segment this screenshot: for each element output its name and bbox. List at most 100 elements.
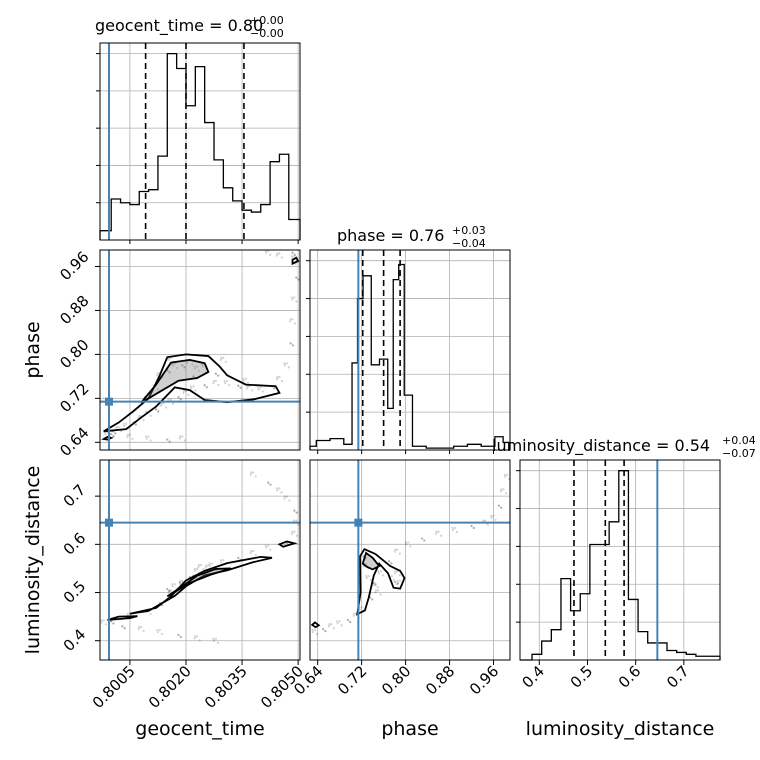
phase_vs_geocent_time-sample-40-1 (168, 371, 171, 374)
phase_vs_geocent_time-sample-34-3 (166, 438, 169, 441)
phase_vs_geocent_time-sample-28-1 (293, 253, 297, 256)
phase_vs_geocent_time-sample-10-0 (177, 396, 180, 399)
luminosity_distance_vs_geocent_time-sample-17-2 (252, 549, 255, 553)
luminosity_distance_vs_geocent_time-sample-12-3 (178, 581, 181, 584)
luminosity_distance_vs_phase-sample-14-0 (435, 530, 438, 533)
luminosity_distance_vs_geocent_time-contour-1 (166, 567, 232, 598)
luminosity_distance_vs_phase-sample-10-0 (388, 560, 391, 563)
phase_vs_geocent_time-sample-23-3 (293, 322, 297, 325)
title-luminosity-distance: luminosity_distance = 0.54 (492, 436, 710, 456)
phase_vs_geocent_time-sample-8-3 (164, 406, 168, 409)
luminosity_distance_vs_geocent_time-sample-3-2 (156, 630, 159, 634)
luminosity_distance_vs_phase-sample-16-2 (472, 526, 475, 530)
luminosity_distance_vs_geocent_time-sample-22-3 (293, 509, 296, 512)
phase_vs_geocent_time-contour-2 (291, 256, 300, 266)
luminosity_distance_vs_phase-sample-11-3 (398, 552, 401, 555)
luminosity_distance_vs_phase-sample-4-2 (348, 620, 352, 624)
phase_vs_geocent_time-sample-15-0 (228, 383, 231, 387)
phase_vs_geocent_time-sample-17-1 (245, 387, 249, 390)
luminosity_distance_vs_geocent_time-sample-30-3 (208, 562, 211, 565)
phase_vs_geocent_time-sample-4-1 (135, 423, 138, 426)
luminosity_distance_vs_phase-sample-1-3 (322, 628, 325, 631)
luminosity_distance_vs_geocent_time-sample-33-2 (194, 569, 197, 572)
panel-distance-vs-phase (309, 459, 511, 661)
phase_vs_geocent_time-sample-9-0 (171, 402, 175, 405)
luminosity_distance_vs_geocent_time-plot-area (100, 460, 300, 660)
phase_vs_geocent_time-sample-17-0 (246, 385, 249, 388)
luminosity_distance_vs_phase-sample-1-2 (324, 630, 327, 633)
phase_vs_geocent_time-sample-10-3 (177, 396, 180, 399)
luminosity_distance_vs_phase-sample-29-0 (394, 570, 397, 573)
phase_vs_geocent_time-sample-2-3 (120, 430, 123, 433)
luminosity_distance_vs_geocent_time-sample-22-2 (295, 511, 298, 514)
phase_vs_geocent_time-sample-48-3 (242, 377, 245, 380)
phase_vs_geocent_time-sample-24-3 (290, 296, 293, 299)
luminosity_distance_vs_phase-sample-18-0 (494, 518, 497, 521)
phase_vs_geocent_time-sample-35-3 (183, 439, 186, 442)
xtick-label-phase-4: 0.96 (466, 662, 502, 698)
luminosity_distance_vs_phase-sample-4-3 (346, 618, 350, 622)
luminosity_distance_vs_geocent_time-sample-0-1 (102, 619, 105, 622)
luminosity_distance_vs_phase-sample-18-2 (490, 516, 493, 519)
phase_vs_geocent_time-sample-16-3 (237, 384, 240, 387)
luminosity_distance_vs_phase-sample-10-1 (390, 562, 393, 565)
luminosity_distance_vs_geocent_time-sample-6-1 (214, 637, 217, 640)
phase_vs_geocent_time-sample-38-1 (186, 361, 189, 364)
luminosity_distance_vs_geocent_time-sample-21-3 (292, 519, 295, 522)
phase_vs_geocent_time-sample-32-0 (126, 433, 130, 436)
luminosity_distance_vs_geocent_time-sample-3-3 (156, 628, 159, 632)
luminosity_distance_vs_geocent_time-sample-23-1 (283, 497, 286, 500)
luminosity_distance_vs_geocent_time-sample-14-0 (205, 564, 208, 567)
luminosity_distance_vs_geocent_time-sample-26-1 (249, 473, 252, 476)
luminosity_distance_vs_phase-sample-29-1 (393, 572, 396, 575)
luminosity_distance_vs_geocent_time-sample-14-2 (207, 564, 210, 567)
luminosity_distance_vs_geocent_time-sample-27-1 (173, 583, 176, 586)
xtick-label-phase-3: 0.88 (422, 662, 458, 698)
luminosity_distance_vs_geocent_time-sample-25-3 (267, 481, 270, 484)
luminosity_distance_vs_geocent_time-sample-32-2 (181, 579, 184, 582)
luminosity_distance_vs_phase-sample-0-0 (315, 632, 319, 636)
phase_vs_geocent_time-sample-24-0 (295, 300, 298, 303)
luminosity_distance_vs_phase-sample-29-3 (398, 574, 401, 577)
luminosity_distance_vs_geocent_time-sample-15-3 (219, 559, 222, 562)
luminosity_distance_vs_phase-sample-2-3 (332, 627, 336, 630)
phase_vs_geocent_time-sample-6-3 (144, 410, 148, 413)
luminosity_distance_vs_phase-sample-9-2 (377, 572, 380, 575)
luminosity_distance_vs_geocent_time-sample-5-0 (194, 635, 197, 638)
luminosity_distance_vs_phase-sample-14-2 (437, 530, 440, 533)
luminosity_distance_vs_geocent_time-sample-0-3 (100, 619, 103, 622)
phase_vs_geocent_time-sample-32-3 (131, 437, 134, 440)
luminosity_distance_vs_phase-sample-16-3 (470, 524, 473, 528)
luminosity_distance_vs_geocent_time-sample-9-0 (149, 612, 152, 615)
phase_vs_geocent_time-sample-16-0 (237, 384, 240, 387)
panel-distance-hist (516, 459, 721, 661)
phase_vs_geocent_time-sample-25-3 (295, 276, 298, 279)
luminosity_distance_vs_geocent_time-sample-29-2 (199, 563, 203, 567)
luminosity_distance_vs_geocent_time-sample-4-1 (179, 635, 183, 639)
phase_vs_geocent_time-sample-21-2 (283, 364, 287, 367)
luminosity_distance_vs_geocent_time-sample-17-3 (254, 553, 257, 557)
xtick-label-phase-2: 0.80 (378, 662, 414, 698)
luminosity_distance_vs_phase-sample-1-1 (324, 630, 327, 633)
luminosity_distance_vs_geocent_time-truth-marker (104, 518, 113, 527)
phase_vs_geocent_time-sample-37-0 (181, 364, 184, 367)
luminosity_distance_vs_geocent_time-sample-7-3 (110, 620, 113, 623)
phase_vs_geocent_time-sample-35-0 (179, 435, 182, 438)
luminosity_distance_vs_phase-sample-13-1 (423, 539, 426, 542)
luminosity_distance_vs_phase-sample-19-0 (497, 504, 501, 507)
phase_vs_geocent_time-sample-19-2 (272, 387, 276, 390)
phase_vs_geocent_time-sample-18-2 (257, 388, 260, 391)
phase_vs_geocent_time-sample-11-1 (182, 391, 185, 394)
phase_vs_geocent_time-sample-7-2 (156, 410, 160, 413)
luminosity_distance_vs_geocent_time-sample-14-1 (204, 566, 208, 569)
phase_vs_geocent_time-sample-45-0 (156, 388, 160, 391)
phase_vs_geocent_time-sample-42-3 (201, 363, 204, 366)
luminosity_distance_vs_geocent_time-sample-17-0 (250, 549, 253, 553)
phase_vs_geocent_time-sample-10-1 (179, 398, 183, 401)
phase_vs_geocent_time-sample-25-0 (295, 276, 298, 279)
luminosity_distance_vs_phase-sample-21-3 (503, 473, 506, 476)
luminosity_distance_vs_geocent_time-sample-26-0 (250, 471, 253, 474)
luminosity_distance_vs_geocent_time-sample-26-2 (252, 471, 255, 474)
phase_vs_geocent_time-sample-16-1 (239, 386, 242, 389)
luminosity_distance_vs_phase-sample-25-1 (374, 583, 377, 586)
